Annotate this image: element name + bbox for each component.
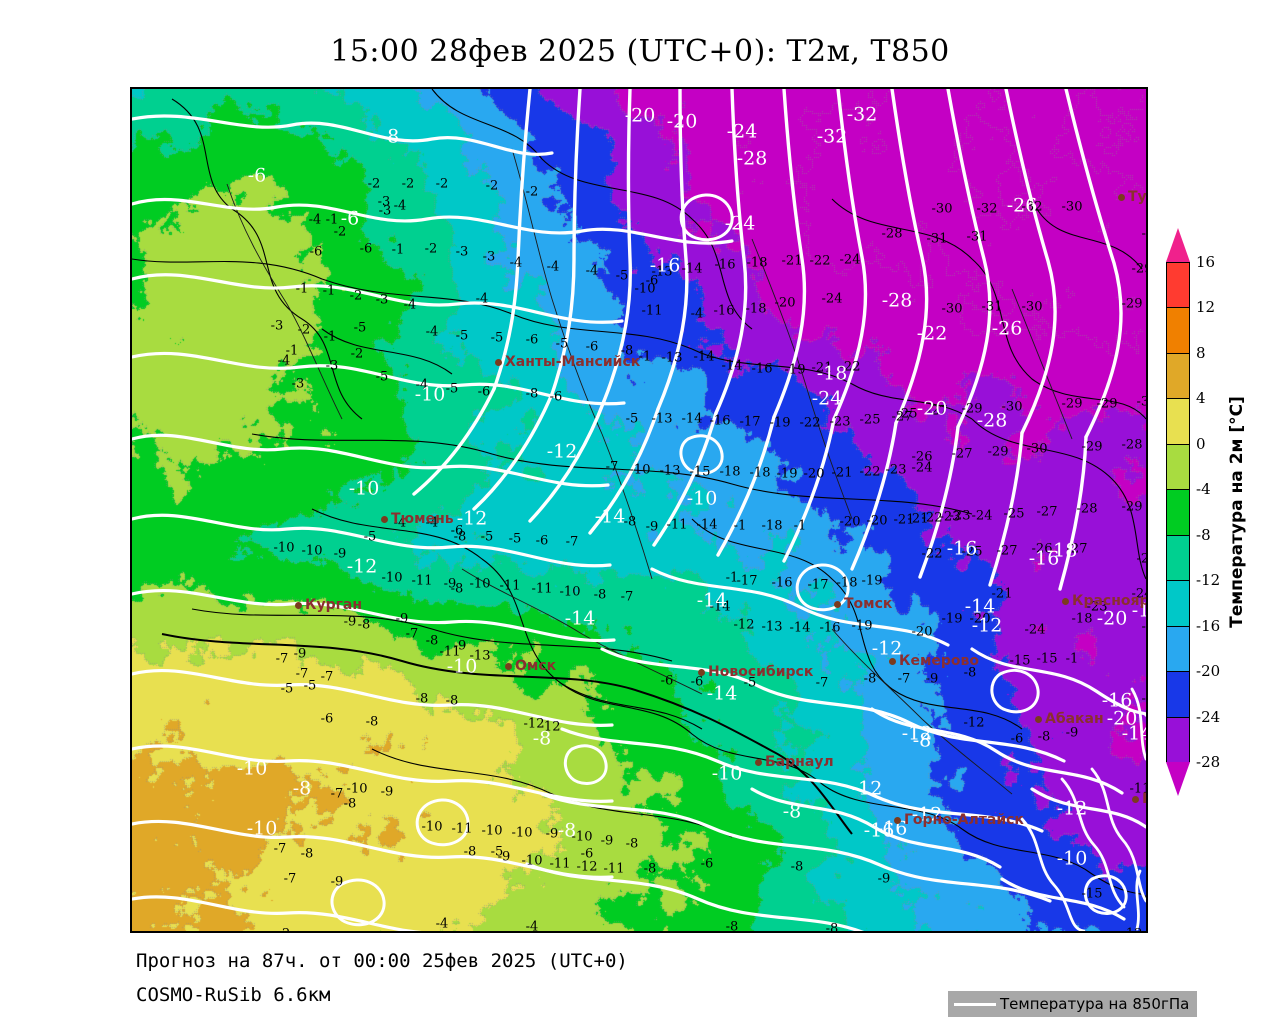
temperature-field-canvas xyxy=(132,89,1146,931)
colorbar-band xyxy=(1167,672,1189,718)
colorbar-tick-label: -8 xyxy=(1196,525,1211,544)
colorbar-tick-label: 16 xyxy=(1196,253,1216,271)
colorbar-tick-label: 4 xyxy=(1196,389,1206,408)
colorbar-band xyxy=(1167,490,1189,536)
legend-label: Температура на 850гПа xyxy=(1000,995,1190,1013)
colorbar-band xyxy=(1167,717,1189,763)
colorbar-band xyxy=(1167,535,1189,582)
colorbar-title-text: Температура на 2м [°C] xyxy=(1227,396,1248,628)
page-title: 15:00 28фев 2025 (UTC+0): T2м, T850 xyxy=(330,34,950,69)
contour-legend: Температура на 850гПа xyxy=(948,991,1198,1017)
colorbar-tick-label: -4 xyxy=(1196,480,1211,499)
colorbar-tick-label: -12 xyxy=(1196,571,1221,590)
colorbar-cap-top-icon xyxy=(1166,228,1190,262)
colorbar[interactable] xyxy=(1166,228,1190,796)
colorbar-tick-label: 8 xyxy=(1196,343,1206,362)
legend-line-swatch xyxy=(954,1002,996,1006)
model-name-line: COSMO-RuSib 6.6км xyxy=(136,984,331,1006)
colorbar-tick-label: -16 xyxy=(1196,616,1221,635)
colorbar-bands xyxy=(1166,262,1190,763)
colorbar-band xyxy=(1167,308,1189,354)
colorbar-tick-label: -28 xyxy=(1196,753,1221,771)
map-plot-area[interactable]: -2 -2 -2 -2 -2 -3 -4 -1 -3 -4 -2 -6 -6 -1 -2 -3 -3 -4 -4 -4… xyxy=(130,87,1148,933)
colorbar-band xyxy=(1167,581,1189,627)
colorbar-band xyxy=(1167,263,1189,309)
colorbar-band xyxy=(1167,399,1189,445)
forecast-info-line: Прогноз на 87ч. от 00:00 25фев 2025 (UTC… xyxy=(136,950,628,972)
colorbar-tick-label: 12 xyxy=(1196,298,1216,317)
colorbar-tick-label: 0 xyxy=(1196,434,1206,453)
colorbar-band xyxy=(1167,444,1189,491)
colorbar-title: Температура на 2м [°C] xyxy=(1222,262,1252,762)
colorbar-band xyxy=(1167,626,1189,673)
colorbar-tick-label: -20 xyxy=(1196,662,1221,681)
colorbar-tick-label: -24 xyxy=(1196,707,1221,726)
colorbar-band xyxy=(1167,353,1189,400)
colorbar-cap-bottom-icon xyxy=(1166,762,1190,796)
